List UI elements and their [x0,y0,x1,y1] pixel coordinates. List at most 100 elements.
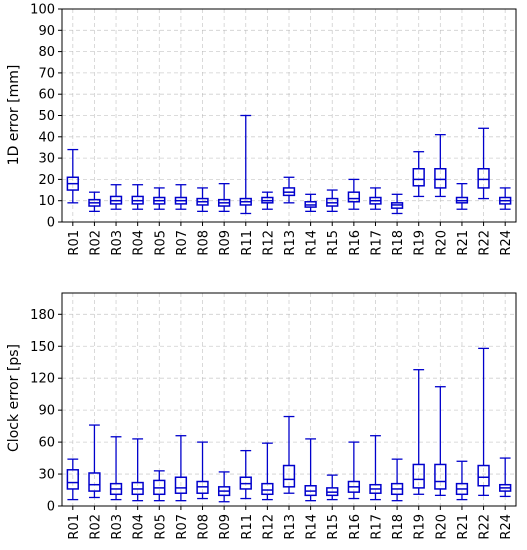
xtick-label-R08: R08 [197,514,212,540]
box-iqr [261,482,274,496]
box-R17 [369,187,382,210]
box-R15 [326,474,339,501]
ytick-label: 60 [38,88,55,103]
ytick-label: 0 [47,216,55,231]
box-iqr [412,463,425,489]
box-R21 [455,460,469,501]
box-R13 [282,415,296,494]
xtick-label-R16: R16 [348,230,363,256]
xtick-label-R21: R21 [456,514,471,540]
box-R18 [390,458,404,502]
box-R09 [217,471,231,503]
box-R11 [239,114,252,215]
ytick-label: 100 [30,3,55,18]
box-R04 [131,438,144,502]
xtick-label-R22: R22 [478,230,493,256]
xtick-label-R01: R01 [67,230,82,256]
xtick-label-R13: R13 [283,230,298,256]
box-R19 [412,369,425,495]
box-R01 [66,148,79,204]
box-R14 [304,438,317,502]
xtick-label-R03: R03 [110,230,125,256]
xtick-label-R05: R05 [153,230,168,256]
box-R01 [66,458,79,501]
box-R05 [153,187,166,210]
box-iqr [347,191,361,203]
xtick-label-R07: R07 [175,230,190,256]
box-R18 [390,193,404,215]
xtick-label-R14: R14 [305,514,320,540]
xtick-label-R07: R07 [175,514,190,540]
ytick-label: 120 [30,372,55,387]
box-R20 [434,386,447,497]
ytick-label: 0 [47,500,55,515]
xtick-label-R02: R02 [88,230,103,256]
box-iqr [174,476,188,494]
xtick-label-R19: R19 [413,514,428,540]
box-iqr [66,469,79,490]
ytick-label: 70 [38,66,55,81]
box-R22 [477,347,490,497]
xtick-label-R18: R18 [391,514,406,540]
ytick-label: 150 [30,340,55,355]
box-R21 [455,183,469,210]
xtick-label-R09: R09 [218,230,233,256]
box-R02 [88,191,101,213]
ytick-label: 80 [38,45,55,60]
box-R07 [174,435,188,502]
xtick-label-R14: R14 [305,230,320,256]
xtick-label-R20: R20 [434,230,449,256]
box-R08 [196,441,209,500]
ytick-label: 60 [38,436,55,451]
ylabel-clock-error: Clock error [ps] [6,344,22,452]
box-iqr [412,168,425,187]
ytick-label: 20 [38,173,55,188]
ytick-label: 10 [38,194,55,209]
ytick-label: 30 [38,468,55,483]
xtick-label-R19: R19 [413,230,428,256]
xtick-label-R13: R13 [283,514,298,540]
box-R08 [196,187,209,213]
xtick-label-R12: R12 [261,230,276,256]
xtick-label-R16: R16 [348,514,363,540]
box-iqr [88,472,101,492]
xtick-label-R03: R03 [110,514,125,540]
xtick-label-R09: R09 [218,514,233,540]
xtick-label-R15: R15 [326,230,341,256]
xtick-label-R11: R11 [240,514,255,540]
box-R24 [499,187,512,210]
ytick-label: 90 [38,24,55,39]
ytick-label: 90 [38,404,55,419]
box-R03 [109,436,123,501]
box-R03 [109,184,123,210]
box-R15 [326,189,339,213]
xtick-label-R20: R20 [434,514,449,540]
xtick-label-R17: R17 [369,230,384,256]
box-R04 [131,184,144,210]
xtick-label-R05: R05 [153,514,168,540]
box-iqr [434,463,447,490]
ylabel-1d-error: 1D error [mm] [6,65,22,166]
box-R16 [347,441,361,500]
ytick-label: 180 [30,308,55,323]
box-R05 [153,470,166,502]
box-R07 [174,184,188,210]
box-R22 [477,127,490,200]
xtick-label-R01: R01 [67,514,82,540]
ytick-label: 30 [38,152,55,167]
box-R24 [499,457,512,498]
box-R16 [347,178,361,210]
xtick-label-R24: R24 [499,514,514,540]
xtick-label-R22: R22 [478,514,493,540]
panel-1d-error: 1D error [mm] 0 10 20 30 40 50 60 70 80 90 100 R01 R… [6,3,517,256]
xtick-label-R04: R04 [132,514,147,540]
box-R13 [282,176,296,204]
box-iqr [282,464,296,488]
box-R17 [369,435,382,501]
xtick-label-R17: R17 [369,514,384,540]
xtick-label-R24: R24 [499,230,514,256]
box-iqr [434,168,447,189]
box-R11 [239,449,252,500]
box-iqr [477,168,490,189]
